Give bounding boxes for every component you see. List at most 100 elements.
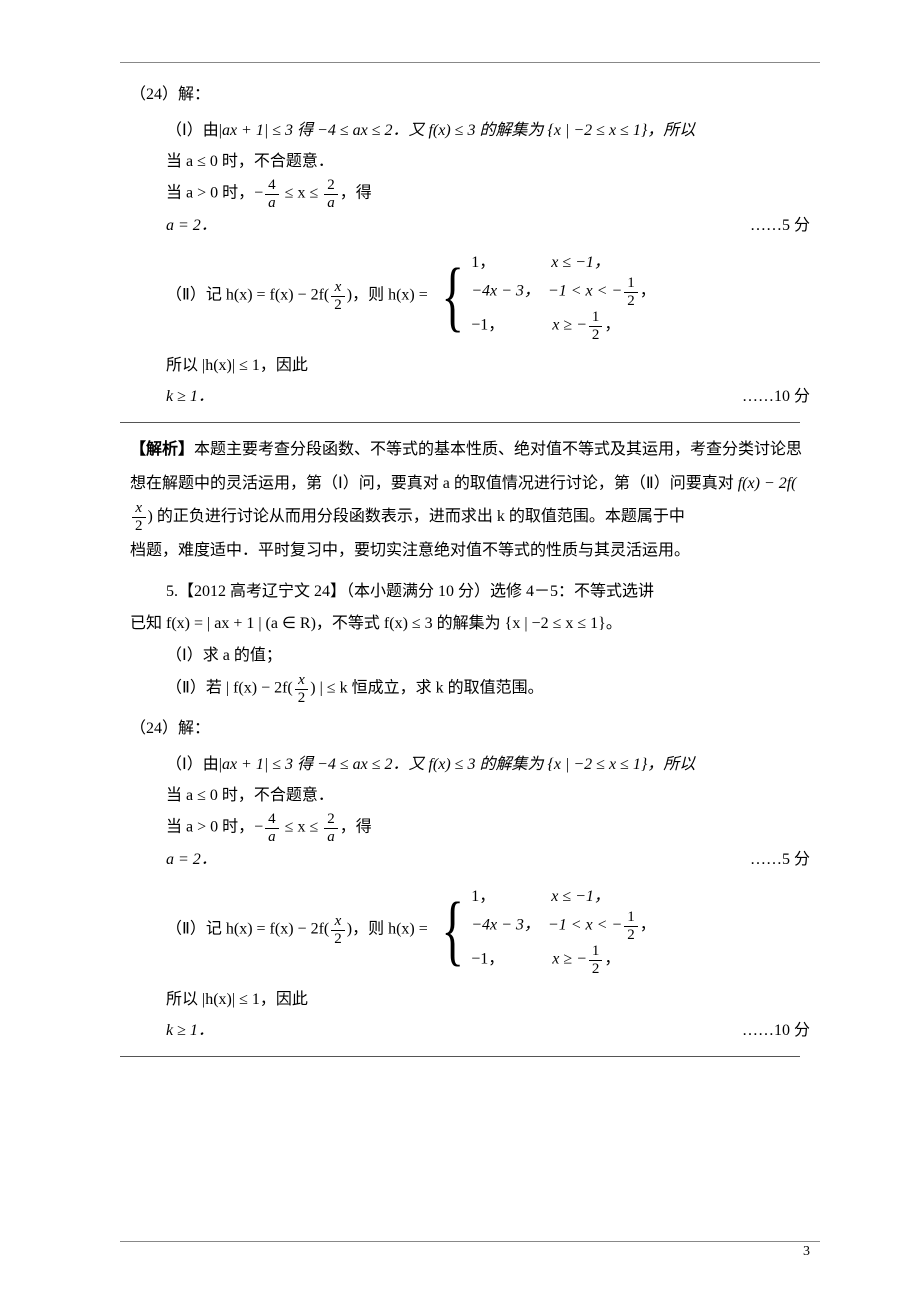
numerator: 2 — [324, 177, 338, 195]
score-marker: ……10 分 — [742, 382, 810, 412]
text: ) | ≤ k 恒成立，求 k 的取值范围。 — [310, 680, 543, 697]
divider — [120, 1056, 800, 1057]
question-given: 已知 f(x) = | ax + 1 | (a ∈ R)，不等式 f(x) ≤ … — [130, 608, 810, 640]
text: ≤ x ≤ — [281, 185, 323, 202]
case-cond: −1 < x < − — [548, 283, 622, 300]
fraction: 4a — [265, 177, 279, 211]
text: 当 a > 0 时，− — [166, 185, 263, 202]
case-value: 1， — [471, 254, 495, 271]
numerator: 4 — [265, 177, 279, 195]
numerator: x — [295, 672, 309, 690]
piecewise-cases: 1， x ≤ −1， −4x − 3， −1 < x < −12， −1， x … — [471, 250, 656, 344]
sol1-line2: 当 a ≤ 0 时，不合题意． — [130, 147, 810, 177]
case-row: −1， x ≥ −12， — [471, 943, 656, 977]
sol2-line2: 当 a ≤ 0 时，不合题意． — [130, 781, 810, 811]
case-row: −4x − 3， −1 < x < −12， — [471, 275, 656, 309]
numerator: x — [132, 500, 146, 518]
solution-header-1: （24）解： — [130, 80, 810, 110]
denominator: 2 — [132, 518, 146, 535]
analysis-block: 【解析】本题主要考查分段函数、不等式的基本性质、绝对值不等式及其运用，考查分类讨… — [130, 433, 810, 568]
math-text: ax + 1| ≤ 3 得 −4 ≤ ax ≤ 2．又 f(x) ≤ 3 的解集… — [222, 756, 695, 773]
text: ， — [604, 951, 620, 968]
text: ， — [604, 317, 620, 334]
sol1-line3: 当 a > 0 时，−4a ≤ x ≤ 2a，得 — [130, 177, 810, 211]
piecewise-block-1: （Ⅱ）记 h(x) = f(x) − 2f(x2)，则 h(x) = { 1， … — [166, 250, 810, 344]
math-text: 已知 f(x) = | ax + 1 | (a ∈ R)，不等式 f(x) ≤ … — [130, 615, 622, 632]
question-part2: （Ⅱ）若 | f(x) − 2f(x2) | ≤ k 恒成立，求 k 的取值范围… — [130, 672, 810, 706]
score-marker: ……10 分 — [742, 1016, 810, 1046]
result: a = 2． — [166, 217, 217, 234]
denominator: 2 — [624, 927, 638, 944]
numerator: 4 — [265, 811, 279, 829]
case-row: 1， x ≤ −1， — [471, 884, 656, 910]
piecewise-block-2: （Ⅱ）记 h(x) = f(x) − 2f(x2)，则 h(x) = { 1， … — [166, 884, 810, 978]
math-text: ax + 1| ≤ 3 得 −4 ≤ ax ≤ 2．又 f(x) ≤ 3 的解集… — [222, 122, 695, 139]
text: 当 a > 0 时，− — [166, 819, 263, 836]
piecewise-lhs: （Ⅱ）记 h(x) = f(x) − 2f(x2)，则 h(x) = — [166, 913, 434, 947]
piecewise-lhs: （Ⅱ）记 h(x) = f(x) − 2f(x2)，则 h(x) = — [166, 279, 434, 313]
result: k ≥ 1． — [166, 388, 214, 405]
text: ， — [640, 283, 656, 300]
denominator: 2 — [624, 293, 638, 310]
fraction: x2 — [295, 672, 309, 706]
case-value: 1， — [471, 888, 495, 905]
denominator: 2 — [589, 961, 603, 978]
fraction: x2 — [331, 913, 345, 947]
top-rule — [120, 62, 820, 63]
score-marker: ……5 分 — [750, 845, 810, 875]
sol1-line1: （Ⅰ）由|ax + 1| ≤ 3 得 −4 ≤ ax ≤ 2．又 f(x) ≤ … — [130, 116, 810, 146]
fraction: 2a — [324, 811, 338, 845]
sol2-line7: k ≥ 1． ……10 分 — [130, 1016, 810, 1046]
fraction: 12 — [624, 909, 638, 943]
text: （Ⅱ）记 h(x) = f(x) − 2f( — [166, 921, 329, 938]
fraction: 4a — [265, 811, 279, 845]
page-number: 3 — [803, 1239, 810, 1266]
fraction: 12 — [589, 309, 603, 343]
denominator: 2 — [295, 690, 309, 707]
analysis-label: 【解析】 — [130, 441, 194, 458]
case-value: −1， — [471, 951, 504, 968]
numerator: 1 — [589, 309, 603, 327]
denominator: 2 — [331, 297, 345, 314]
numerator: 1 — [624, 909, 638, 927]
text: ≤ x ≤ — [281, 819, 323, 836]
question-part1: （Ⅰ）求 a 的值； — [130, 640, 810, 672]
question-block: 5.【2012 高考辽宁文 24】（本小题满分 10 分）选修 4－5：不等式选… — [130, 576, 810, 706]
text: ， — [640, 917, 656, 934]
fraction: x2 — [132, 500, 146, 534]
fraction: 12 — [624, 275, 638, 309]
sol1-line7: k ≥ 1． ……10 分 — [130, 382, 810, 412]
numerator: 1 — [624, 275, 638, 293]
analysis-text: 本题主要考查分段函数、不等式的基本性质、绝对值不等式及其运用，考查分类讨论思想在… — [130, 441, 802, 492]
analysis-text: 档题，难度适中．平时复习中，要切实注意绝对值不等式的性质与其灵活运用。 — [130, 534, 810, 568]
case-value: −1， — [471, 317, 504, 334]
piecewise-cases: 1， x ≤ −1， −4x − 3， −1 < x < −12， −1， x … — [471, 884, 656, 978]
numerator: 1 — [589, 943, 603, 961]
text: )，则 h(x) = — [347, 287, 428, 304]
case-value: −4x − 3， — [471, 917, 540, 934]
math-text: f(x) − 2f( — [738, 475, 797, 492]
numerator: x — [331, 279, 345, 297]
result: a = 2． — [166, 851, 217, 868]
brace-icon: { — [441, 257, 463, 335]
fraction: 12 — [589, 943, 603, 977]
denominator: a — [324, 829, 338, 846]
denominator: 2 — [589, 327, 603, 344]
sol1-line4: a = 2． ……5 分 — [130, 211, 810, 241]
brace-icon: { — [441, 891, 463, 969]
denominator: a — [324, 195, 338, 212]
text: （Ⅱ）若 | f(x) − 2f( — [166, 680, 293, 697]
sol2-line3: 当 a > 0 时，−4a ≤ x ≤ 2a，得 — [130, 811, 810, 845]
question-source: 5.【2012 高考辽宁文 24】（本小题满分 10 分）选修 4－5：不等式选… — [130, 576, 810, 608]
denominator: a — [265, 195, 279, 212]
case-cond: −1 < x < − — [548, 917, 622, 934]
case-row: 1， x ≤ −1， — [471, 250, 656, 276]
score-marker: ……5 分 — [750, 211, 810, 241]
text: ，得 — [340, 185, 372, 202]
case-cond: x ≤ −1， — [551, 888, 610, 905]
sol2-line4: a = 2． ……5 分 — [130, 845, 810, 875]
analysis-text: ) 的正负进行讨论从而用分段函数表示，进而求出 k 的取值范围。本题属于中 — [148, 508, 685, 525]
numerator: x — [331, 913, 345, 931]
denominator: a — [265, 829, 279, 846]
denominator: 2 — [331, 931, 345, 948]
